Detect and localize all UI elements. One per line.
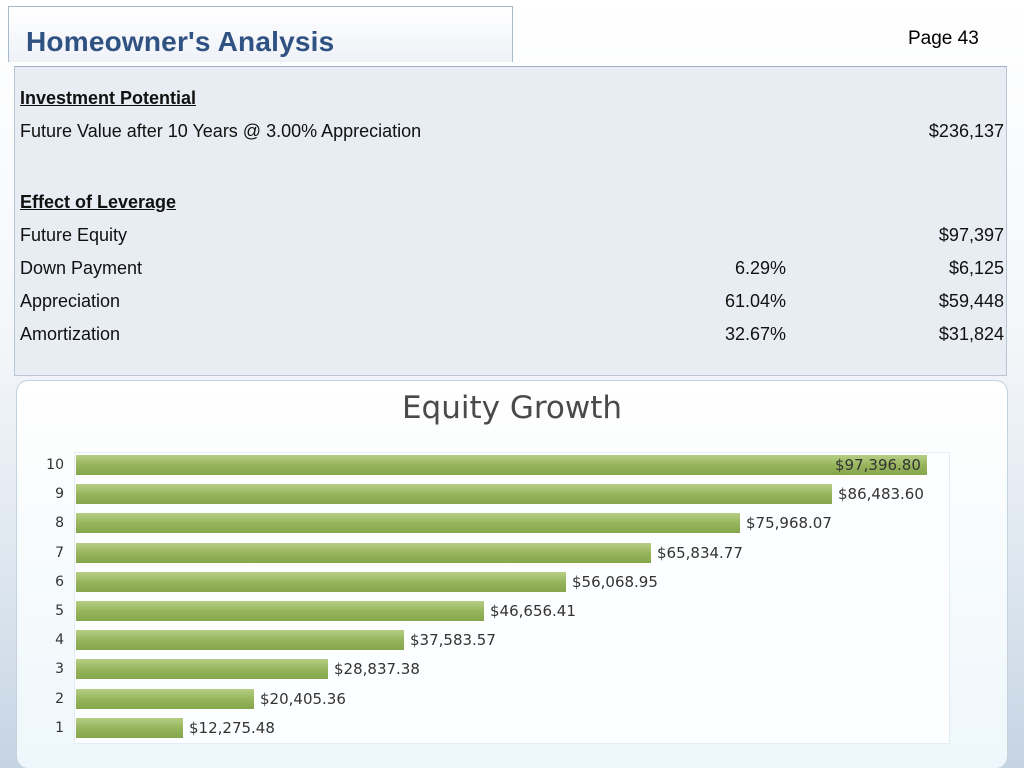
effect-of-leverage-heading: Effect of Leverage <box>20 192 177 212</box>
future-value-label: Future Value after 10 Years @ 3.00% Appr… <box>20 121 422 141</box>
equity-bar <box>76 688 254 709</box>
leverage-row-value: $59,448 <box>938 291 1004 311</box>
category-label: 8 <box>55 515 64 532</box>
category-label: 7 <box>55 544 64 561</box>
leverage-row-label: Amortization <box>20 324 121 344</box>
category-label: 9 <box>55 486 64 503</box>
category-label: 4 <box>55 632 64 649</box>
equity-bar <box>76 717 183 738</box>
leverage-row-value: $6,125 <box>948 258 1004 278</box>
leverage-row-percent: 6.29% <box>734 258 786 278</box>
title-tab <box>8 6 513 62</box>
equity-bar <box>76 484 832 505</box>
leverage-row-percent: 32.67% <box>724 324 786 344</box>
leverage-row-label: Appreciation <box>20 291 121 311</box>
bar-value-label: $86,483.60 <box>838 485 924 504</box>
equity-bar <box>76 542 651 563</box>
bar-value-label: $97,396.80 <box>835 456 921 474</box>
page-number: Page 43 <box>908 28 979 49</box>
leverage-row-label: Down Payment <box>20 258 143 278</box>
chart-title: Equity Growth <box>401 390 623 426</box>
equity-bar <box>76 513 740 534</box>
category-label: 5 <box>55 603 64 619</box>
bar-value-label: $20,405.36 <box>260 689 346 708</box>
bar-value-label: $12,275.48 <box>189 718 275 737</box>
page-title: Homeowner's Analysis <box>26 26 335 57</box>
leverage-row-value: $31,824 <box>938 324 1004 344</box>
category-label: 10 <box>46 457 64 473</box>
bar-value-label: $37,583.57 <box>410 631 496 650</box>
equity-bar <box>76 601 484 621</box>
category-label: 2 <box>55 690 64 707</box>
equity-bar <box>76 630 404 651</box>
equity-bar <box>76 455 927 475</box>
bar-value-label: $28,837.38 <box>334 660 420 679</box>
leverage-row-percent: 61.04% <box>724 291 786 311</box>
bar-value-label: $65,834.77 <box>657 543 743 562</box>
bar-value-label: $46,656.41 <box>490 602 576 620</box>
leverage-row-label: Future Equity <box>20 225 128 245</box>
category-label: 3 <box>55 661 64 678</box>
bar-value-label: $75,968.07 <box>746 514 832 533</box>
equity-bar <box>76 571 566 592</box>
bar-value-label: $56,068.95 <box>572 572 658 591</box>
equity-bar <box>76 659 328 680</box>
future-value: $236,137 <box>928 121 1004 141</box>
analysis-panel <box>14 66 1007 376</box>
leverage-row-value: $97,397 <box>938 225 1004 245</box>
category-label: 1 <box>55 719 64 736</box>
investment-potential-heading: Investment Potential <box>20 88 197 108</box>
category-label: 6 <box>55 573 64 590</box>
